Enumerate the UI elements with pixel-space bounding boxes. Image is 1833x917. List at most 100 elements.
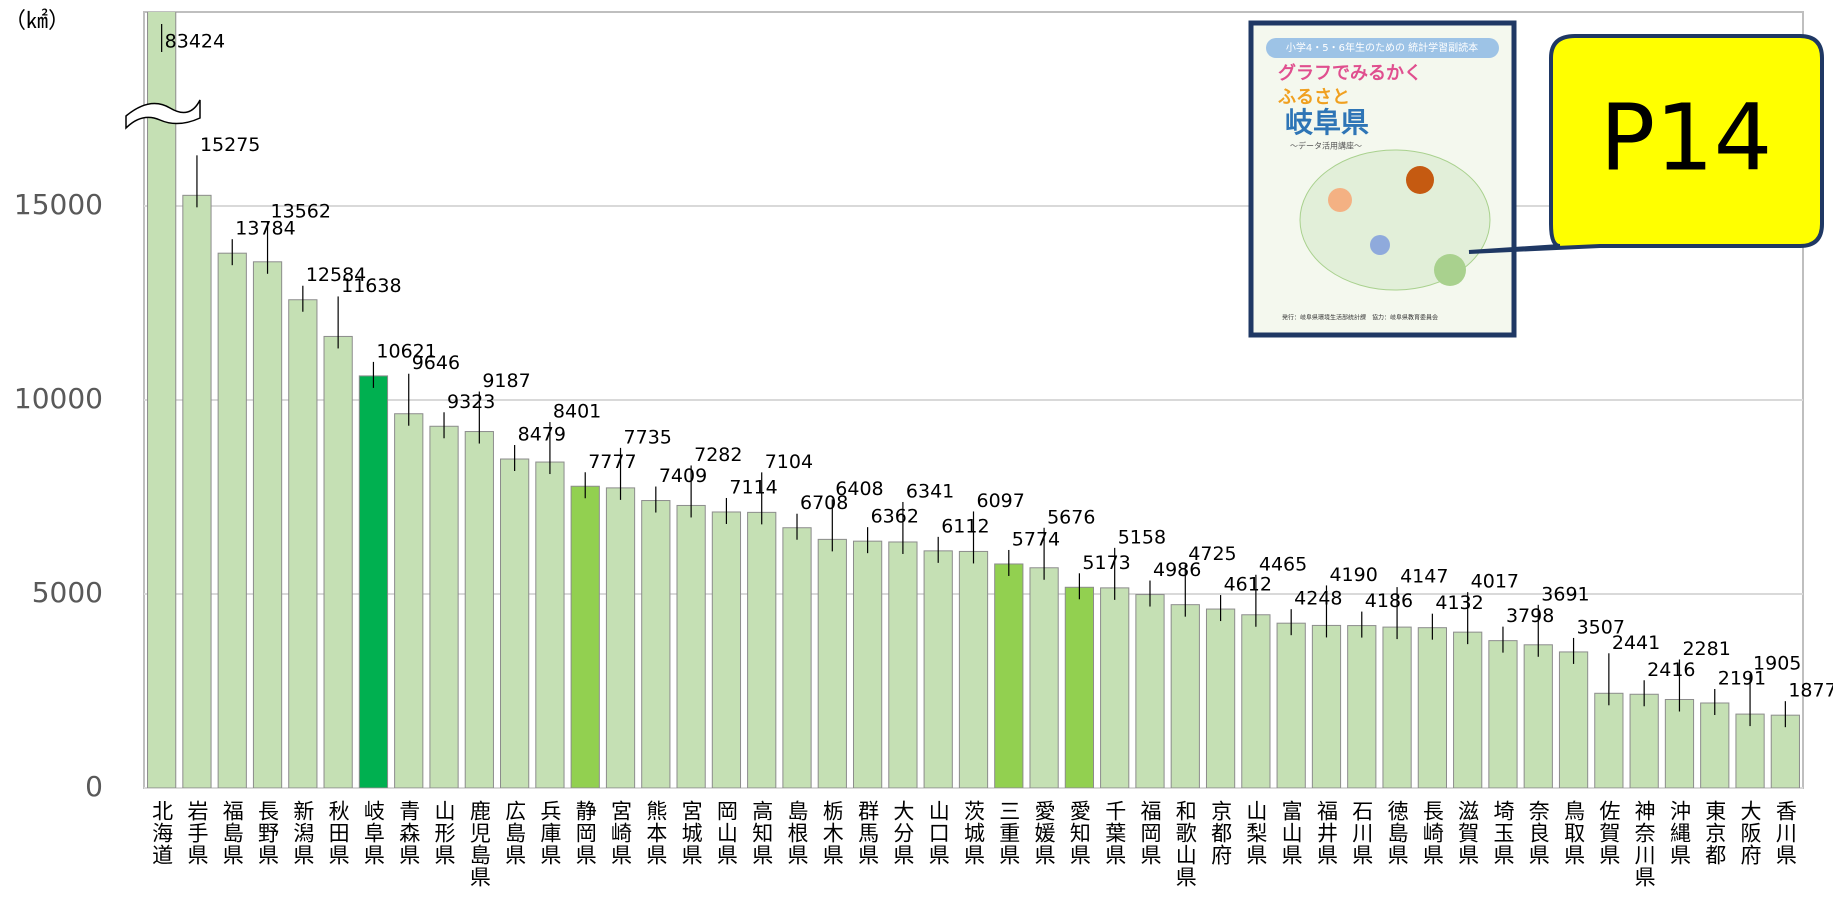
cover-subtitle: 〜データ活用講座〜 xyxy=(1290,141,1362,151)
bar xyxy=(1489,641,1517,788)
x-tick-label: 宮城県 xyxy=(679,800,703,866)
value-label: 3798 xyxy=(1506,605,1554,627)
value-label: 6112 xyxy=(941,515,989,537)
x-tick-label: 埼玉県 xyxy=(1491,800,1515,866)
x-tick-label: 千葉県 xyxy=(1103,800,1127,866)
x-tick-label: 秋田県 xyxy=(326,800,350,866)
value-label: 8479 xyxy=(518,424,566,446)
x-tick-label: 大分県 xyxy=(891,800,915,866)
value-label: 8401 xyxy=(553,401,601,423)
bar xyxy=(748,512,776,788)
bar xyxy=(712,512,740,788)
bar xyxy=(430,426,458,788)
x-tick-label: 神奈川県 xyxy=(1632,800,1656,888)
x-tick-label: 香川県 xyxy=(1773,800,1797,866)
bar xyxy=(1242,615,1270,788)
y-tick-label: 0 xyxy=(85,770,103,803)
x-tick-label: 三重県 xyxy=(997,800,1021,866)
x-tick-label: 鹿児島県 xyxy=(467,800,491,888)
bar xyxy=(1454,632,1482,788)
bar xyxy=(1665,699,1693,788)
bar xyxy=(1524,645,1552,788)
x-tick-label: 愛媛県 xyxy=(1032,800,1056,866)
x-tick-label: 青森県 xyxy=(397,800,421,866)
x-tick-label: 奈良県 xyxy=(1526,800,1550,866)
cover-title: 岐阜県 xyxy=(1285,106,1369,139)
x-tick-label: 福井県 xyxy=(1314,800,1338,866)
bar xyxy=(536,462,564,788)
callout-text: P14 xyxy=(1600,84,1773,191)
x-tick-label: 北海道 xyxy=(150,800,174,866)
value-label: 7735 xyxy=(624,426,672,448)
x-tick-label: 石川県 xyxy=(1350,800,1374,866)
value-label: 5676 xyxy=(1047,506,1095,528)
x-tick-label: 福岡県 xyxy=(1138,800,1162,866)
value-label: 7114 xyxy=(729,476,777,498)
value-label: 6097 xyxy=(977,490,1025,512)
value-label: 4248 xyxy=(1294,588,1342,610)
cover-art xyxy=(1370,235,1390,255)
value-label: 7104 xyxy=(765,451,813,473)
x-tick-label: 福島県 xyxy=(220,800,244,866)
value-label: 9646 xyxy=(412,352,460,374)
x-tick-label: 岡山県 xyxy=(714,800,738,866)
bar xyxy=(1701,703,1729,788)
x-tick-label: 滋賀県 xyxy=(1456,800,1480,866)
cover-art xyxy=(1434,254,1466,286)
bar xyxy=(959,551,987,788)
y-unit-label: （㎢） xyxy=(4,8,70,34)
bar xyxy=(1136,595,1164,788)
x-tick-label: 熊本県 xyxy=(644,800,668,866)
value-label: 6341 xyxy=(906,480,954,502)
x-tick-label: 群馬県 xyxy=(856,800,880,866)
bar xyxy=(1312,625,1340,788)
value-label: 4725 xyxy=(1188,543,1236,565)
chart: （㎢） 834241527513784135621258411638106219… xyxy=(0,0,1833,917)
cover-series: 小学4・5・6年生のための 統計学習副読本 xyxy=(1286,41,1478,54)
value-label: 15275 xyxy=(200,134,260,156)
bar xyxy=(889,542,917,788)
bar xyxy=(1206,609,1234,788)
x-tick-label: 栃木県 xyxy=(820,800,844,866)
bar xyxy=(1030,568,1058,788)
value-label: 6408 xyxy=(835,478,883,500)
bar xyxy=(324,336,352,788)
x-tick-label: 新潟県 xyxy=(291,800,315,866)
value-label: 2281 xyxy=(1682,638,1730,660)
cover-art xyxy=(1406,166,1434,194)
bar xyxy=(289,300,317,788)
x-tick-label: 佐賀県 xyxy=(1597,800,1621,866)
value-label: 1905 xyxy=(1753,653,1801,675)
x-tick-label: 沖縄県 xyxy=(1667,800,1691,866)
bar xyxy=(1595,693,1623,788)
value-label: 4132 xyxy=(1435,592,1483,614)
x-tick-label: 長崎県 xyxy=(1420,800,1444,866)
value-label: 4017 xyxy=(1471,571,1519,593)
x-tick-label: 愛知県 xyxy=(1067,800,1091,866)
value-label: 4465 xyxy=(1259,553,1307,575)
value-label: 6362 xyxy=(871,506,919,528)
x-tick-label: 広島県 xyxy=(503,800,527,866)
value-label: 7777 xyxy=(588,451,636,473)
bar xyxy=(1277,623,1305,788)
x-tick-label: 山形県 xyxy=(432,800,456,866)
bar xyxy=(465,432,493,788)
value-label: 5173 xyxy=(1082,552,1130,574)
value-label: 1877 xyxy=(1788,680,1833,702)
x-tick-label: 山口県 xyxy=(926,800,950,866)
value-label: 7282 xyxy=(694,444,742,466)
cover-art xyxy=(1328,188,1352,212)
x-tick-label: 宮崎県 xyxy=(609,800,633,866)
bar xyxy=(853,541,881,788)
value-label: 13562 xyxy=(271,200,331,222)
value-label: 11638 xyxy=(341,275,401,297)
bar xyxy=(218,253,246,788)
bar xyxy=(1171,605,1199,788)
value-label: 5774 xyxy=(1012,528,1060,550)
value-label: 83424 xyxy=(165,31,225,53)
value-label: 2416 xyxy=(1647,659,1695,681)
value-label: 4612 xyxy=(1224,574,1272,596)
bar xyxy=(501,459,529,788)
value-label: 4186 xyxy=(1365,590,1413,612)
inset-cover: 小学4・5・6年生のための 統計学習副読本 グラフでみるかく ふるさと 岐阜県 … xyxy=(1251,23,1514,335)
